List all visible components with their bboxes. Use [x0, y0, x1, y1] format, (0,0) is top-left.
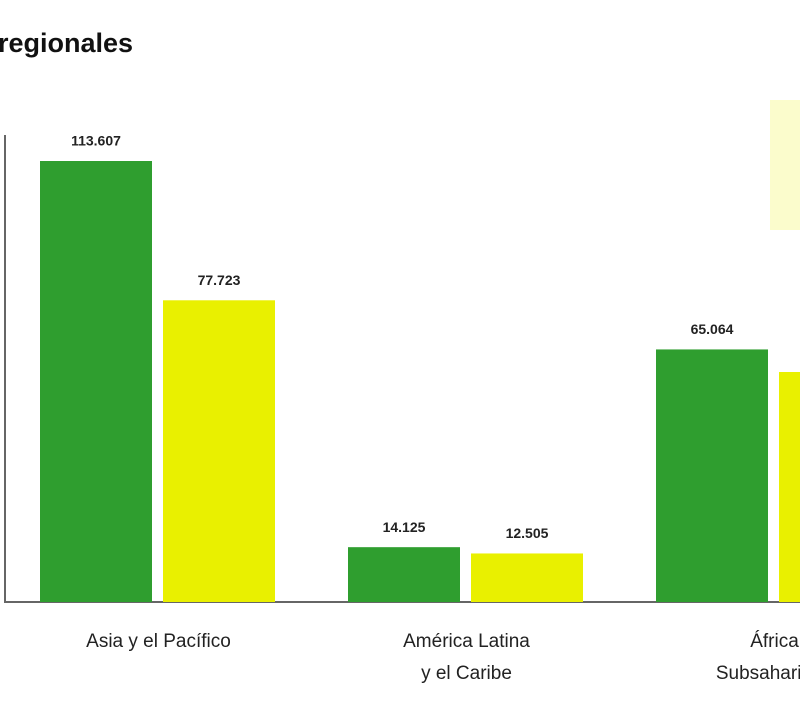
x-tick-label: África [750, 631, 799, 652]
value-label: 14.125 [383, 519, 426, 535]
x-tick-label: Asia y el Pacífico [86, 631, 231, 652]
chart-title: regionales [0, 28, 133, 58]
bar [779, 372, 800, 602]
value-label: 12.505 [506, 525, 549, 541]
legend-box [770, 100, 800, 230]
x-tick-label: Subsahariana [716, 663, 800, 684]
bar [471, 553, 583, 602]
bar [40, 161, 152, 602]
bar [348, 547, 460, 602]
x-tick-label: América Latina [403, 631, 530, 652]
value-label: 113.607 [71, 133, 121, 149]
bar [656, 349, 768, 602]
x-tick-label: y el Caribe [421, 663, 512, 684]
value-label: 77.723 [198, 272, 241, 288]
bar [163, 300, 275, 602]
value-label: 65.064 [691, 321, 734, 337]
